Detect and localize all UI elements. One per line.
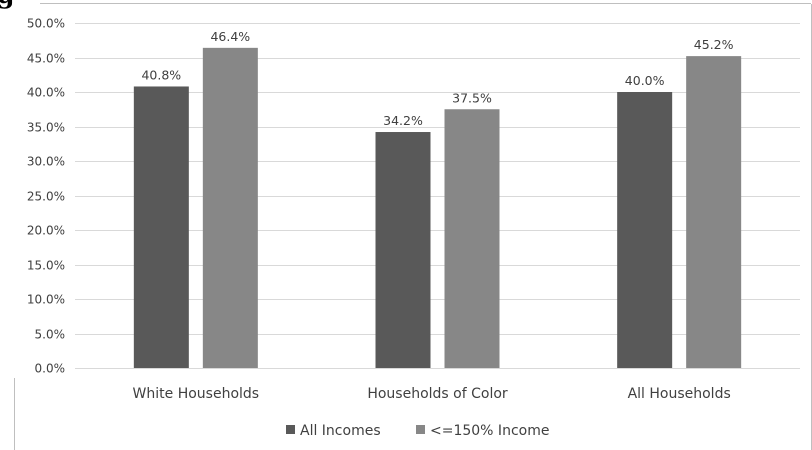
y-tick-label: 20.0% — [27, 224, 65, 238]
data-label: 46.4% — [210, 29, 250, 44]
legend-label: All Incomes — [300, 423, 381, 439]
x-axis: White Households Households of Color All H… — [133, 386, 731, 402]
legend-label: <=150% Income — [430, 423, 549, 439]
gridlines — [75, 23, 800, 369]
y-tick-label: 45.0% — [27, 52, 65, 66]
caption-fragment: g — [0, 0, 14, 9]
bars: 40.8% 46.4% 34.2% 37.5% 40.0% 45.2% — [133, 29, 742, 369]
legend-swatch — [416, 425, 425, 434]
legend-swatch — [286, 425, 295, 434]
x-category-label: White Households — [133, 386, 260, 402]
data-label: 40.0% — [625, 73, 665, 88]
y-tick-label: 5.0% — [35, 328, 66, 342]
bar — [444, 109, 500, 368]
y-tick-label: 15.0% — [27, 259, 65, 273]
y-tick-label: 35.0% — [27, 121, 65, 135]
y-tick-label: 40.0% — [27, 86, 65, 100]
y-tick-label: 10.0% — [27, 293, 65, 307]
x-category-label: All Households — [628, 386, 731, 402]
data-label: 40.8% — [141, 67, 181, 82]
y-tick-label: 50.0% — [27, 17, 65, 31]
data-label: 45.2% — [694, 37, 734, 52]
bar — [617, 92, 673, 368]
y-tick-label: 30.0% — [27, 155, 65, 169]
bar — [686, 56, 742, 369]
y-tick-label: 25.0% — [27, 190, 65, 204]
legend: All Incomes <=150% Income — [286, 423, 549, 439]
data-label: 37.5% — [452, 90, 492, 105]
y-tick-label: 0.0% — [35, 362, 66, 376]
data-label: 34.2% — [383, 113, 423, 128]
y-axis: 0.0% 5.0% 10.0% 15.0% 20.0% 25.0% 30.0% 35.0% 40… — [27, 17, 65, 376]
bar — [202, 47, 258, 369]
bar — [375, 132, 431, 368]
x-category-label: Households of Color — [367, 386, 508, 402]
bar — [133, 86, 189, 368]
